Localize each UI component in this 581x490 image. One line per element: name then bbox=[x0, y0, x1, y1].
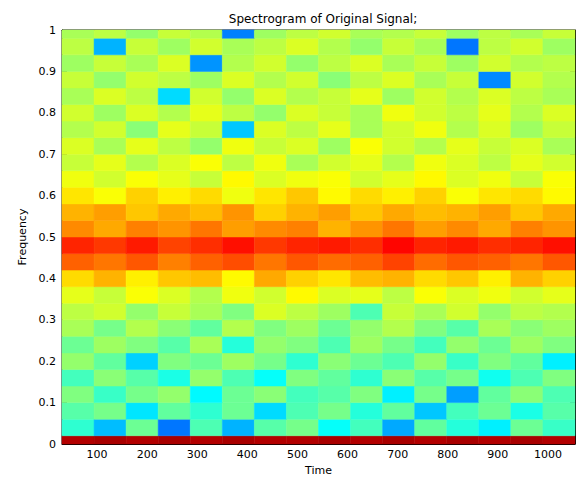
svg-text:0.3: 0.3 bbox=[39, 313, 57, 326]
svg-text:400: 400 bbox=[237, 448, 258, 461]
svg-text:Frequency: Frequency bbox=[16, 208, 29, 265]
svg-text:100: 100 bbox=[87, 448, 108, 461]
svg-text:0.9: 0.9 bbox=[39, 65, 57, 78]
svg-text:0.7: 0.7 bbox=[39, 148, 57, 161]
svg-text:200: 200 bbox=[137, 448, 158, 461]
svg-text:0.1: 0.1 bbox=[39, 396, 57, 409]
svg-text:600: 600 bbox=[337, 448, 358, 461]
svg-text:1: 1 bbox=[49, 24, 56, 37]
svg-text:1000: 1000 bbox=[534, 448, 562, 461]
svg-text:0: 0 bbox=[49, 438, 56, 451]
svg-text:0.6: 0.6 bbox=[39, 189, 57, 202]
svg-text:0.4: 0.4 bbox=[39, 272, 57, 285]
svg-text:900: 900 bbox=[487, 448, 508, 461]
svg-text:0.5: 0.5 bbox=[39, 231, 57, 244]
svg-text:800: 800 bbox=[437, 448, 458, 461]
svg-text:Time: Time bbox=[304, 464, 332, 477]
svg-text:0.8: 0.8 bbox=[39, 106, 57, 119]
svg-text:500: 500 bbox=[287, 448, 308, 461]
svg-text:700: 700 bbox=[387, 448, 408, 461]
svg-text:Spectrogram of Original Signal: Spectrogram of Original Signal; bbox=[229, 12, 417, 26]
svg-text:300: 300 bbox=[187, 448, 208, 461]
svg-text:0.2: 0.2 bbox=[39, 355, 57, 368]
